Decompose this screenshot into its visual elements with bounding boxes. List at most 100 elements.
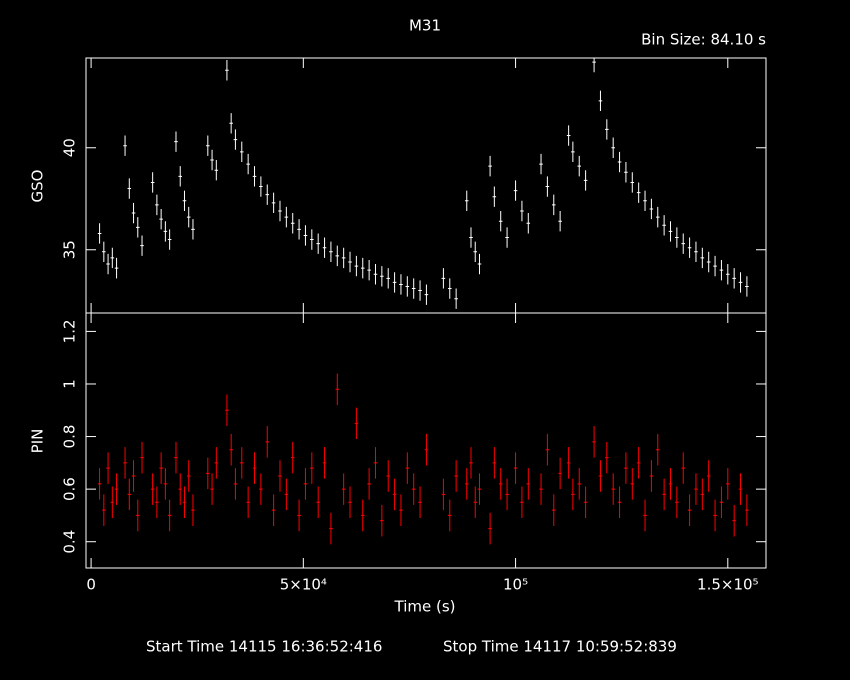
data-point xyxy=(123,135,127,156)
x-tick-label: 5×10⁴ xyxy=(280,576,327,594)
data-point xyxy=(106,253,110,275)
data-point xyxy=(469,447,473,479)
y-tick-label: 1 xyxy=(61,379,79,389)
data-point xyxy=(182,486,187,519)
data-point xyxy=(297,499,301,532)
data-point xyxy=(454,288,458,309)
data-point xyxy=(155,486,159,519)
data-point xyxy=(713,499,717,532)
data-point xyxy=(706,460,711,492)
data-point xyxy=(167,229,172,250)
data-point xyxy=(380,504,384,537)
data-point xyxy=(131,202,136,224)
data-point xyxy=(322,237,327,258)
data-point xyxy=(649,198,654,220)
data-point xyxy=(611,137,615,158)
data-point xyxy=(405,276,410,297)
data-point xyxy=(551,494,556,526)
data-point xyxy=(424,284,429,305)
data-point xyxy=(630,172,635,193)
data-point xyxy=(526,213,531,234)
data-point xyxy=(558,457,562,490)
data-point xyxy=(624,452,628,484)
data-point xyxy=(354,255,359,277)
data-point xyxy=(335,245,340,267)
data-point xyxy=(252,452,257,484)
data-point xyxy=(732,504,736,537)
data-point xyxy=(558,211,562,232)
data-point xyxy=(102,241,106,262)
data-point xyxy=(259,473,263,505)
data-point xyxy=(102,494,106,526)
data-point xyxy=(598,90,603,112)
data-point xyxy=(469,227,473,248)
data-point xyxy=(265,426,270,458)
data-point xyxy=(354,407,359,440)
data-point xyxy=(284,478,289,511)
data-point xyxy=(322,447,327,479)
data-point xyxy=(303,468,308,500)
y-axis-label: GSO xyxy=(29,170,47,203)
data-point xyxy=(225,394,229,427)
data-point xyxy=(745,276,749,297)
data-point xyxy=(411,278,416,299)
data-point xyxy=(473,241,478,262)
data-point xyxy=(316,233,320,254)
data-point xyxy=(592,58,596,73)
data-point xyxy=(738,272,743,293)
data-point xyxy=(545,433,550,466)
data-point xyxy=(210,473,214,505)
data-point xyxy=(719,259,724,281)
data-point xyxy=(127,178,132,199)
data-point xyxy=(655,433,660,466)
data-point xyxy=(477,253,482,275)
data-point xyxy=(140,235,144,256)
data-point xyxy=(210,149,214,171)
data-point xyxy=(284,206,289,228)
data-point xyxy=(341,247,346,269)
data-point xyxy=(675,486,679,519)
data-point xyxy=(488,512,492,545)
data-point xyxy=(140,441,144,474)
x-axis-label: Time (s) xyxy=(394,598,456,616)
data-point xyxy=(97,223,102,244)
data-point xyxy=(186,206,191,228)
data-point xyxy=(348,486,352,519)
data-point xyxy=(239,447,244,479)
data-point xyxy=(405,452,410,484)
data-point xyxy=(290,213,295,234)
data-point xyxy=(598,460,603,492)
panel-frame xyxy=(85,312,767,569)
data-point xyxy=(687,494,692,526)
data-point xyxy=(655,206,660,228)
data-point xyxy=(206,135,210,156)
data-point xyxy=(566,447,571,479)
data-point xyxy=(643,499,647,532)
data-point xyxy=(687,237,692,258)
data-point xyxy=(447,499,452,532)
data-point xyxy=(605,441,609,474)
data-point xyxy=(566,125,571,146)
data-point xyxy=(732,268,736,289)
y-axis-label: PIN xyxy=(29,429,47,454)
start-time: Start Time 14115 16:36:52:416 xyxy=(146,638,382,656)
data-point xyxy=(464,468,469,500)
data-point xyxy=(303,225,308,246)
data-point xyxy=(520,200,524,222)
data-point xyxy=(473,486,478,519)
data-point xyxy=(418,280,422,301)
data-point xyxy=(636,447,641,479)
data-point xyxy=(441,478,446,511)
data-point xyxy=(605,119,609,140)
stop-time: Stop Time 14117 10:59:52:839 xyxy=(443,638,677,656)
data-point xyxy=(592,426,596,458)
data-point xyxy=(477,473,482,505)
data-point xyxy=(186,460,191,492)
data-point xyxy=(498,468,503,500)
data-point xyxy=(505,478,509,511)
data-point xyxy=(700,247,705,269)
data-point xyxy=(745,494,749,526)
data-point xyxy=(159,452,163,484)
data-point xyxy=(662,215,666,236)
data-point xyxy=(150,473,155,505)
